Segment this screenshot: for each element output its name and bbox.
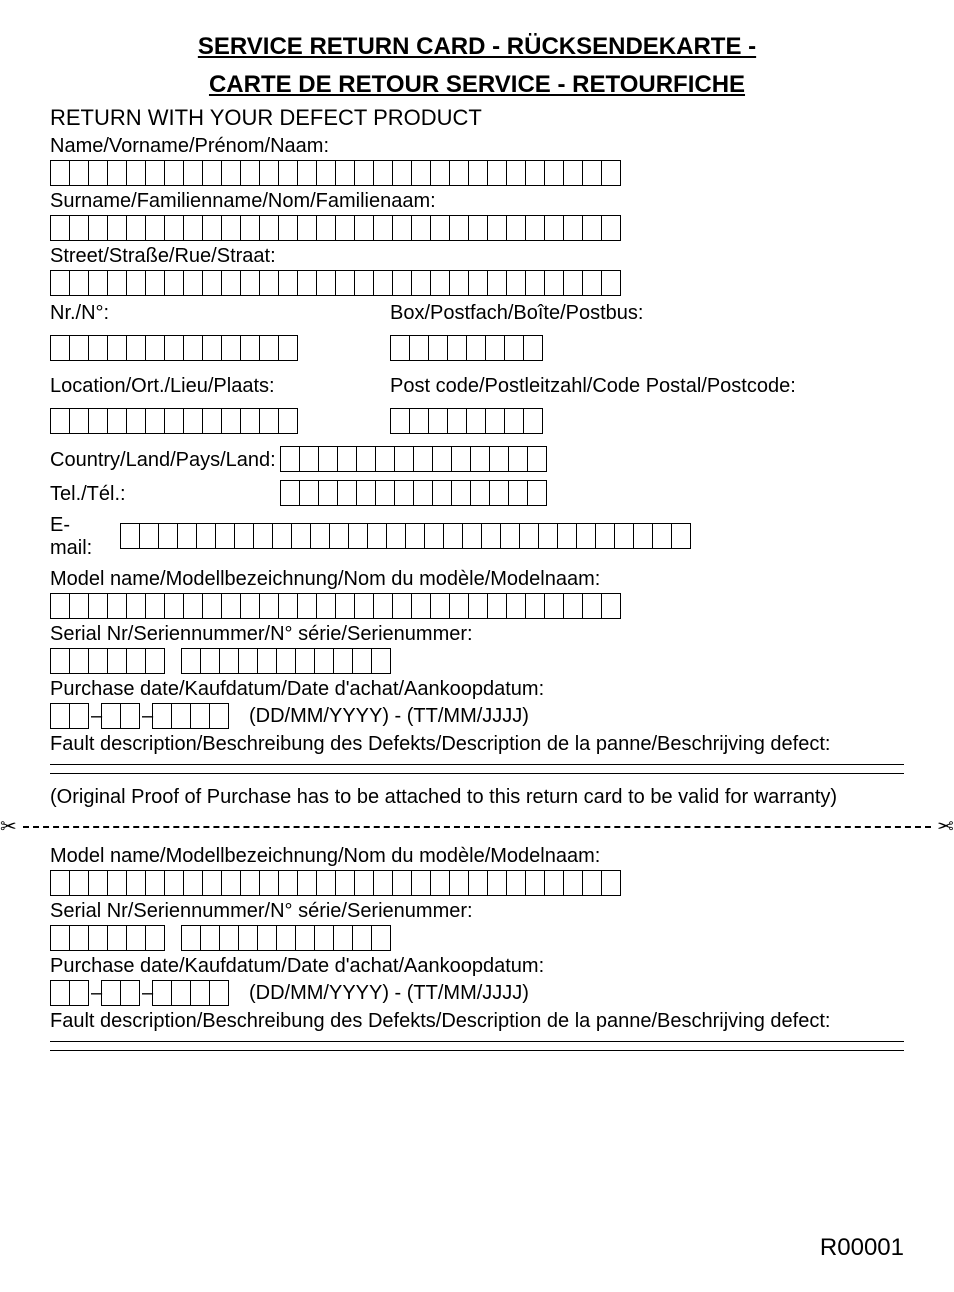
purchase-date-cells-2[interactable]: – – (DD/MM/YYYY) - (TT/MM/JJJJ) [50, 980, 904, 1006]
fault-line-1[interactable] [50, 764, 904, 765]
model-input-cells-2[interactable] [50, 870, 904, 896]
nr-label: Nr./N°: [50, 302, 390, 325]
serial-input-cells-2[interactable] [50, 925, 904, 951]
nr-input-cells[interactable] [50, 335, 390, 361]
postcode-label: Post code/Postleitzahl/Code Postal/Postc… [390, 375, 904, 398]
document-number: R00001 [820, 1234, 904, 1262]
tel-input-cells[interactable] [280, 480, 547, 506]
country-input-cells[interactable] [280, 446, 547, 472]
purchase-label: Purchase date/Kaufdatum/Date d'achat/Aan… [50, 678, 904, 701]
return-instruction: RETURN WITH YOUR DEFECT PRODUCT [50, 105, 904, 131]
name-input-cells[interactable] [50, 160, 904, 186]
date-dash-1: – [89, 703, 101, 729]
serial-input-cells[interactable] [50, 648, 904, 674]
cut-line: ✂ ✂ [0, 817, 954, 837]
surname-input-cells[interactable] [50, 215, 904, 241]
date-dash-3: – [89, 980, 101, 1006]
fault-label-2: Fault description/Beschreibung des Defek… [50, 1010, 904, 1033]
model-input-cells[interactable] [50, 593, 904, 619]
serial-label: Serial Nr/Seriennummer/N° série/Serienum… [50, 623, 904, 646]
street-label: Street/Straße/Rue/Straat: [50, 245, 904, 268]
date-format-hint-2: (DD/MM/YYYY) - (TT/MM/JJJJ) [249, 982, 529, 1005]
tel-label: Tel./Tél.: [50, 483, 270, 506]
email-label: E-mail: [50, 514, 110, 560]
model-label-2: Model name/Modellbezeichnung/Nom du modè… [50, 845, 904, 868]
street-input-cells[interactable] [50, 270, 904, 296]
proof-note: (Original Proof of Purchase has to be at… [50, 786, 904, 809]
purchase-label-2: Purchase date/Kaufdatum/Date d'achat/Aan… [50, 955, 904, 978]
title-line1: SERVICE RETURN CARD - RÜCKSENDEKARTE - [50, 30, 904, 64]
email-input-cells[interactable] [120, 523, 691, 549]
date-dash-2: – [140, 703, 152, 729]
purchase-date-cells[interactable]: – – (DD/MM/YYYY) - (TT/MM/JJJJ) [50, 703, 904, 729]
postcode-input-cells[interactable] [390, 408, 904, 434]
country-label: Country/Land/Pays/Land: [50, 449, 270, 472]
box-input-cells[interactable] [390, 335, 904, 361]
scissor-right-icon: ✂ [937, 817, 954, 837]
fault-line-4[interactable] [50, 1050, 904, 1051]
box-label: Box/Postfach/Boîte/Postbus: [390, 302, 904, 325]
title-line2: CARTE DE RETOUR SERVICE - RETOURFICHE [50, 68, 904, 102]
date-dash-4: – [140, 980, 152, 1006]
surname-label: Surname/Familienname/Nom/Familienaam: [50, 190, 904, 213]
fault-label: Fault description/Beschreibung des Defek… [50, 733, 904, 756]
model-label: Model name/Modellbezeichnung/Nom du modè… [50, 568, 904, 591]
name-label: Name/Vorname/Prénom/Naam: [50, 135, 904, 158]
fault-line-2[interactable] [50, 773, 904, 774]
scissor-left-icon: ✂ [0, 817, 17, 837]
date-format-hint: (DD/MM/YYYY) - (TT/MM/JJJJ) [249, 705, 529, 728]
location-label: Location/Ort./Lieu/Plaats: [50, 375, 390, 398]
fault-line-3[interactable] [50, 1041, 904, 1042]
location-input-cells[interactable] [50, 408, 390, 434]
serial-label-2: Serial Nr/Seriennummer/N° série/Serienum… [50, 900, 904, 923]
